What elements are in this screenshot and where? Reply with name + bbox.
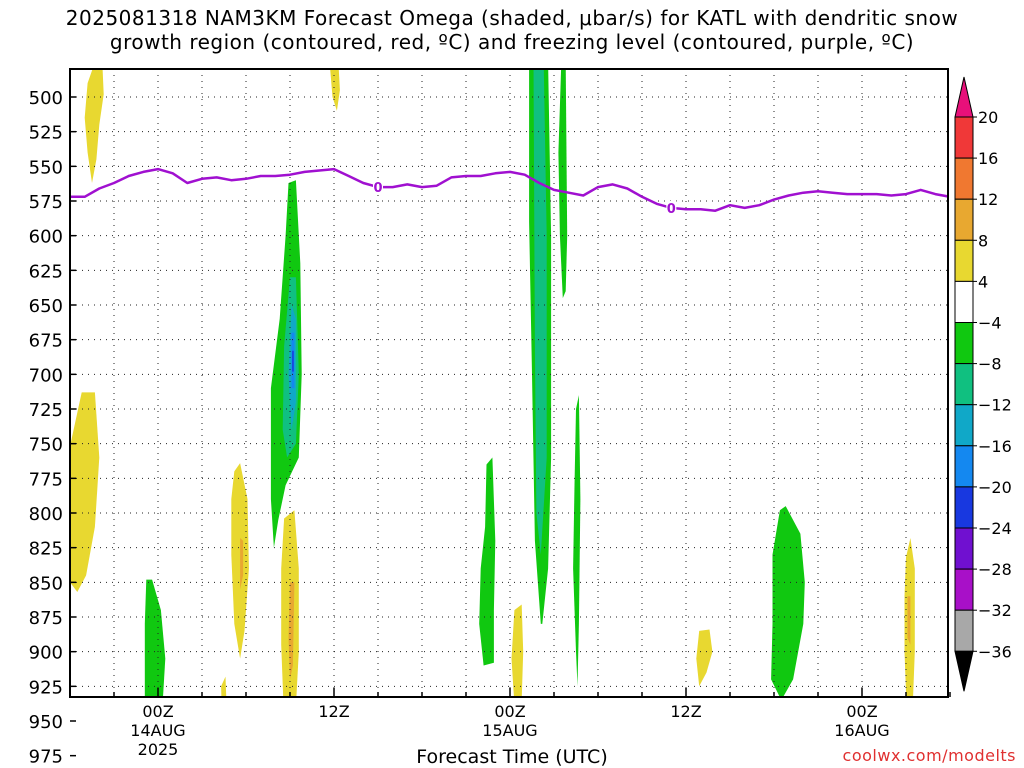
colorbar-swatch-1 [954,116,974,159]
colorbar-swatch-3 [954,198,974,241]
colorbar-label-3: 8 [978,231,988,250]
y-tick-label-700: 700 [29,365,63,386]
colorbar-swatch-10 [954,486,974,529]
y-tick-label-950: 950 [29,712,63,733]
colorbar-label-8: −16 [978,437,1012,456]
colorbar-label-9: −20 [978,478,1012,497]
colorbar-swatch-5 [954,280,974,323]
y-tick-label-575: 575 [29,192,63,213]
omega-region-20 [533,69,547,555]
chart-title-line2: growth region (contoured, red, ºC) and f… [109,30,915,54]
freezing-level-line [70,167,948,212]
omega-region-1 [330,69,340,111]
y-tick-label-925: 925 [29,677,63,698]
colorbar-swatch-9 [954,445,974,488]
y-tick-label-900: 900 [29,643,63,664]
colorbar-bottom-arrow [954,650,974,692]
y-tick-label-725: 725 [29,400,63,421]
omega-region-7 [221,676,227,697]
colorbar-top-arrow [954,76,974,118]
colorbar-label-10: −24 [978,519,1012,538]
colorbar-swatch-13 [954,609,974,652]
colorbar-swatch-4 [954,239,974,282]
site-credit: coolwx.com/modelts [842,746,1016,765]
x-axis-label: Forecast Time (UTC) [416,746,608,768]
omega-region-24 [771,506,805,697]
colorbar-label-0: 20 [978,108,998,127]
omega-shading [70,69,915,697]
omega-region-21 [558,69,568,299]
grid-lines [70,69,948,697]
colorbar-label-1: 16 [978,149,998,168]
y-tick-label-550: 550 [29,157,63,178]
colorbar-label-6: −8 [978,355,1002,374]
omega-region-6 [288,582,295,680]
x-tick-label-0: 00Z [142,702,173,721]
colorbar-label-7: −12 [978,396,1012,415]
colorbar-label-2: 12 [978,190,998,209]
colorbar-swatch-6 [954,322,974,365]
x-tick-label-2: 00Z [494,702,525,721]
freezing-level-label-0: 0 [373,181,382,196]
chart-title-line1: 2025081318 NAM3KM Forecast Omega (shaded… [65,6,959,30]
colorbar-label-13: −36 [978,642,1012,661]
y-tick-label-775: 775 [29,469,63,490]
x-tick-date-2: 15AUG [482,721,537,740]
x-tick-year-0: 2025 [138,740,179,759]
freezing-label-bg-1 [666,200,677,215]
colorbar-swatch-2 [954,157,974,200]
y-tick-label-975: 975 [29,747,63,768]
axes: 500 525 550 575 600 625 650 675 700 725 750 775 800 8… [29,88,951,768]
colorbar-swatch-7 [954,363,974,406]
colorbar-label-4: 4 [978,272,988,291]
x-tick-label-1: 12Z [318,702,349,721]
y-tick-label-875: 875 [29,608,63,629]
y-tick-label-800: 800 [29,504,63,525]
y-tick-label-500: 500 [29,88,63,109]
plot-frame [69,68,949,698]
y-tick-label-825: 825 [29,539,63,560]
omega-region-2 [70,392,100,592]
y-tick-label-650: 650 [29,296,63,317]
y-tick-label-525: 525 [29,123,63,144]
omega-region-10 [696,629,713,687]
omega-region-18 [292,350,294,372]
omega-region-12 [907,596,911,645]
colorbar-label-5: −4 [978,314,1002,333]
colorbar-swatch-8 [954,404,974,447]
omega-region-4 [240,538,244,590]
omega-region-9 [511,604,524,697]
omega-region-23 [479,457,496,666]
omega-region-22 [573,395,581,687]
colorbar-label-11: −28 [978,560,1012,579]
x-tick-date-4: 16AUG [834,721,889,740]
colorbar-label-12: −32 [978,601,1012,620]
x-tick-label-4: 00Z [846,702,877,721]
colorbar-swatch-12 [954,568,974,611]
x-tick-label-3: 12Z [670,702,701,721]
y-tick-label-750: 750 [29,435,63,456]
y-tick-label-600: 600 [29,227,63,248]
y-tick-label-625: 625 [29,261,63,282]
omega-region-13 [144,579,166,697]
y-tick-label-850: 850 [29,573,63,594]
freezing-level-layer: 00 [70,167,948,217]
colorbar-swatch-11 [954,527,974,570]
y-tick-label-675: 675 [29,331,63,352]
x-tick-date-0: 14AUG [130,721,185,740]
omega-region-0 [84,69,104,183]
freezing-label-bg-0 [373,180,383,195]
colorbar: 20 16 12 8 4 −4 −8 −12 −16 −20 −24 −28 −32 −36 [954,76,1012,692]
freezing-level-label-1: 0 [667,202,676,217]
